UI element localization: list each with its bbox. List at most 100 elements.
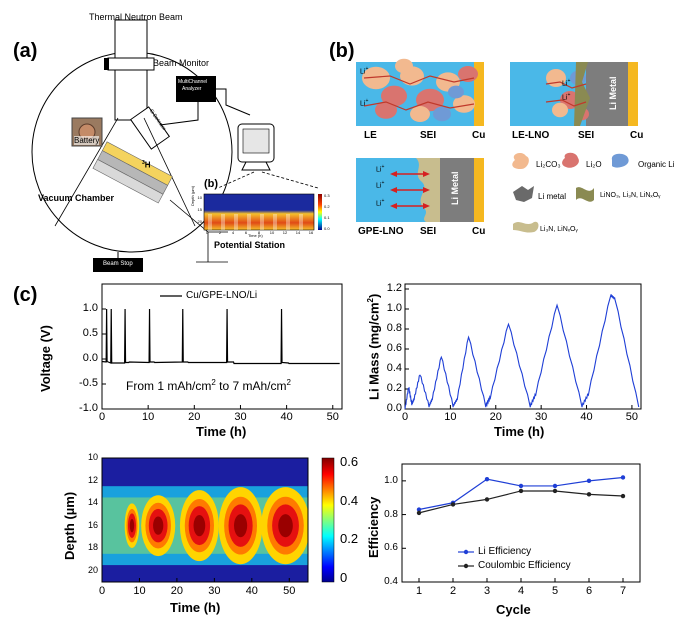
heatmap-blobs (102, 486, 308, 566)
mass-xlabel: Time (h) (494, 424, 545, 439)
gpe-lno-cu (474, 158, 484, 222)
voltage-xtick: 40 (280, 411, 293, 423)
coulombic-efficiency-point (450, 502, 456, 507)
inset-xtick: 0 (205, 230, 209, 235)
voltage-annotation-exp1: 2 (211, 378, 216, 387)
le-label: LE (364, 130, 377, 141)
inset-heatmap-stripes (208, 214, 303, 230)
mass-ytick: 0.8 (386, 322, 402, 334)
inset-stripe (247, 214, 251, 230)
mass-xtick: 10 (444, 411, 457, 423)
gpe-lno-label: GPE-LNO (358, 226, 404, 237)
le-cu-label: Cu (472, 130, 486, 141)
mass-ytick: 0.4 (386, 362, 402, 374)
le-sei-particle (448, 85, 464, 99)
efficiency-ytick: 0.4 (384, 576, 398, 587)
mca-label-1: MultiChannel (178, 79, 208, 85)
inset-ytick: 20 (197, 219, 202, 224)
efficiency-xtick: 5 (551, 585, 559, 597)
efficiency-ytick: 1.0 (384, 474, 398, 486)
mass-series-line (404, 294, 640, 410)
mass-ytick: 1.2 (386, 282, 402, 294)
inset-colorbar (318, 194, 322, 230)
inset-pointer-left (217, 171, 255, 189)
heatmap-xtick: 0 (98, 585, 106, 597)
heatmap-hotspot (153, 516, 164, 535)
efficiency-xtick: 3 (483, 585, 491, 597)
vacuum-chamber-label: Vacuum Chamber (38, 193, 115, 203)
voltage-ytick: 1.0 (82, 302, 98, 314)
efficiency-xlabel: Cycle (496, 602, 531, 617)
gpe-li-arrowhead-right (423, 203, 430, 209)
legend-organic-label: Organic Li (638, 160, 675, 169)
beam-monitor-marker (104, 58, 109, 70)
voltage-xlabel: Time (h) (196, 424, 247, 439)
le-li-path (363, 101, 475, 111)
legend-li-metal-label: Li metal (538, 192, 567, 201)
voltage-annotation-exp2: 2 (286, 378, 291, 387)
li-ion-symbol: Li (376, 166, 382, 174)
multichannel-analyzer (176, 76, 216, 102)
li-ion-label: Li+ (376, 164, 384, 173)
mass-xtick: 0 (401, 411, 409, 423)
le-lno-label: LE-LNO (512, 130, 550, 141)
heatmap-hotspot (129, 518, 135, 533)
heatmap-hotspot (278, 514, 293, 538)
li-ion-symbol: Li (562, 94, 568, 102)
coulombic-efficiency-point (518, 488, 524, 494)
isotope-mass-number: 3 (142, 160, 145, 166)
gpe-lno-sei-label: SEI (420, 226, 437, 237)
li-ion-label: Li+ (376, 180, 384, 189)
le-li-path (363, 75, 475, 85)
panel-a-schematic (31, 19, 322, 272)
gpe-lno-diagram (356, 158, 484, 222)
inset-panel-label: (b) (204, 178, 219, 190)
li-ion-symbol: Li (360, 100, 366, 108)
le-lno-sei-label: SEI (578, 130, 595, 141)
li-ion-charge: + (381, 164, 385, 170)
voltage-ytick: -0.5 (79, 377, 98, 389)
heatmap-hotspot (234, 514, 248, 538)
le-diagram (356, 58, 484, 126)
legend-lno-swatch (576, 187, 594, 202)
beam-monitor-label: Beam Monitor (153, 58, 210, 68)
mass-xtick: 50 (625, 411, 639, 423)
isotope-symbol: H (144, 160, 151, 170)
gpe-li-arrowhead-left (390, 171, 397, 177)
beam-cone-left (54, 117, 119, 227)
heatmap-ytick: 10 (87, 452, 98, 462)
isotope-label: 3H (142, 160, 151, 170)
le-lno-sei-particle (552, 102, 568, 118)
inset-xtick: 6 (244, 230, 248, 235)
legend-organic-swatch (611, 153, 629, 168)
le-sei-particle (375, 101, 397, 119)
detector-wire (159, 102, 199, 126)
heatmap-cbar-tick: 0.4 (340, 492, 359, 508)
heatmap-ytick: 18 (87, 542, 98, 553)
li-efficiency-point (518, 483, 524, 489)
mass-plot-frame (404, 283, 642, 410)
li-ion-label: Li+ (562, 78, 570, 87)
voltage-ytick: -1.0 (79, 402, 98, 414)
gpe-lno-cu-label: Cu (472, 226, 486, 237)
legend-li2co3-swatch (512, 153, 529, 170)
coulombic-efficiency-point (416, 510, 422, 516)
mass-ylabel-end: ) (366, 293, 382, 299)
inset-xtick: 2 (218, 230, 222, 235)
le-sei-particle (453, 95, 475, 113)
voltage-annotation: From 1 mAh/cm2 to 7 mAh/cm2 (126, 378, 291, 393)
gpe-li-arrowhead-right (423, 187, 430, 193)
voltage-annotation-from: From 1 mAh/cm (126, 379, 212, 393)
mass-ytick: 1.0 (386, 302, 402, 314)
li-ion-charge: + (365, 66, 369, 72)
legend-li-efficiency-marker (463, 549, 469, 555)
mass-ytick: 0.0 (386, 402, 402, 414)
voltage-legend-label: Cu/GPE-LNO/Li (186, 290, 258, 301)
heatmap-xtick: 10 (133, 585, 146, 597)
heatmap-colorbar (321, 457, 335, 583)
inset-stripe (299, 214, 303, 230)
le-sei-particle (395, 58, 413, 74)
legend-li2o-swatch (562, 152, 579, 168)
